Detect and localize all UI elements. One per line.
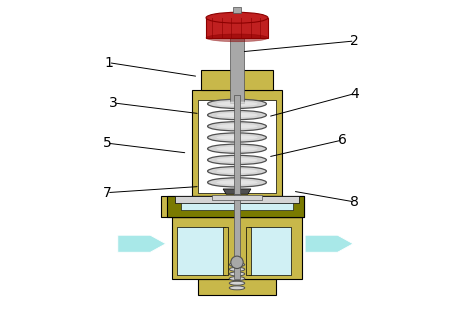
Ellipse shape bbox=[217, 146, 257, 151]
Ellipse shape bbox=[229, 281, 245, 285]
Text: 7: 7 bbox=[102, 186, 111, 200]
Bar bbox=[198, 100, 276, 193]
Ellipse shape bbox=[229, 286, 245, 290]
Ellipse shape bbox=[208, 122, 266, 131]
Text: 6: 6 bbox=[338, 133, 346, 147]
Text: 4: 4 bbox=[350, 86, 359, 100]
Ellipse shape bbox=[217, 180, 257, 185]
FancyArrow shape bbox=[118, 235, 166, 252]
Ellipse shape bbox=[206, 12, 268, 23]
Polygon shape bbox=[223, 189, 251, 194]
Text: 2: 2 bbox=[350, 34, 359, 48]
Ellipse shape bbox=[206, 34, 268, 42]
Bar bbox=[198, 279, 276, 295]
Bar bbox=[206, 18, 268, 38]
Text: 1: 1 bbox=[104, 56, 113, 70]
Bar bbox=[233, 7, 241, 13]
Ellipse shape bbox=[208, 144, 266, 153]
Bar bbox=[234, 95, 240, 194]
Ellipse shape bbox=[208, 167, 266, 176]
Bar bbox=[229, 19, 245, 103]
Ellipse shape bbox=[229, 272, 245, 276]
Bar bbox=[249, 227, 291, 275]
Text: 8: 8 bbox=[350, 195, 359, 209]
Ellipse shape bbox=[229, 276, 245, 281]
Bar bbox=[172, 217, 302, 279]
Circle shape bbox=[231, 256, 243, 268]
FancyArrow shape bbox=[305, 235, 353, 252]
Bar bbox=[246, 227, 251, 275]
Bar bbox=[177, 227, 225, 275]
Bar bbox=[172, 205, 302, 217]
Ellipse shape bbox=[217, 102, 257, 106]
Ellipse shape bbox=[229, 267, 245, 271]
Ellipse shape bbox=[208, 133, 266, 142]
Text: 3: 3 bbox=[109, 96, 118, 110]
Bar bbox=[201, 70, 273, 91]
Bar bbox=[234, 194, 240, 279]
Ellipse shape bbox=[208, 178, 266, 187]
Ellipse shape bbox=[217, 135, 257, 140]
Bar bbox=[167, 196, 303, 217]
Bar bbox=[161, 196, 303, 217]
Ellipse shape bbox=[217, 124, 257, 128]
Ellipse shape bbox=[229, 263, 245, 267]
Bar bbox=[175, 196, 299, 203]
Ellipse shape bbox=[208, 110, 266, 120]
Ellipse shape bbox=[208, 99, 266, 109]
Ellipse shape bbox=[217, 158, 257, 162]
Bar bbox=[181, 203, 293, 210]
Ellipse shape bbox=[217, 169, 257, 174]
Ellipse shape bbox=[217, 113, 257, 117]
Text: 5: 5 bbox=[102, 136, 111, 150]
Bar bbox=[223, 227, 228, 275]
Ellipse shape bbox=[208, 156, 266, 165]
Bar bbox=[212, 195, 262, 200]
Bar bbox=[192, 91, 282, 196]
